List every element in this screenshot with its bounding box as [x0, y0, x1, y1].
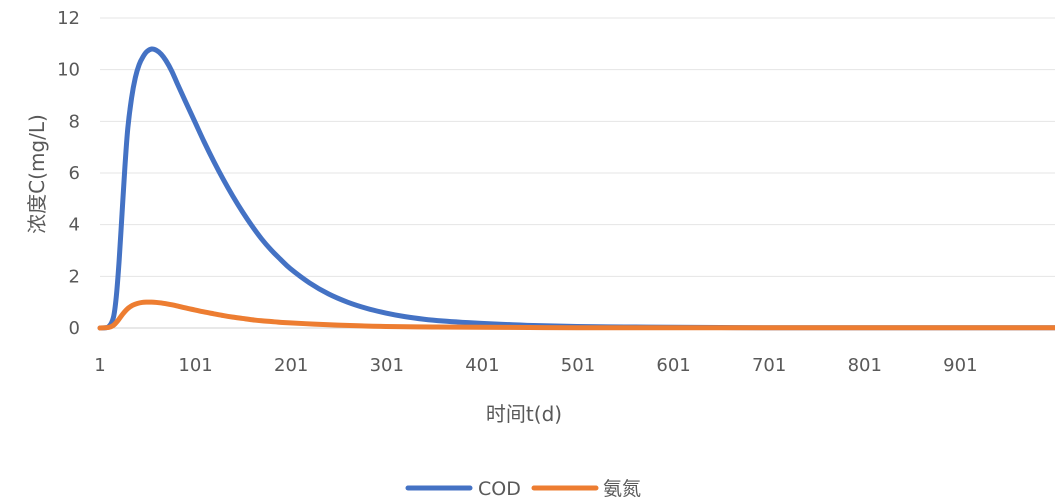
y-tick-label: 0 [69, 318, 80, 339]
x-tick-label: 801 [848, 355, 882, 376]
y-tick-label: 12 [57, 8, 80, 29]
legend: COD 氨氮 [405, 478, 641, 500]
x-tick-label: 601 [656, 355, 690, 376]
y-tick-label: 8 [69, 111, 80, 132]
x-tick-label: 401 [465, 355, 499, 376]
x-axis-title: 时间t(d) [486, 402, 562, 426]
legend-label-ammonia: 氨氮 [603, 478, 641, 500]
legend-label-cod: COD [478, 478, 521, 500]
y-tick-label: 6 [69, 163, 80, 184]
x-tick-label: 301 [370, 355, 404, 376]
y-tick-label: 2 [69, 266, 80, 287]
y-axis-title: 浓度C(mg/L) [25, 114, 49, 234]
x-tick-label: 101 [178, 355, 212, 376]
x-tick-label: 201 [274, 355, 308, 376]
x-axis-ticks: 1 101 201 301 401 501 601 701 801 901 [94, 355, 977, 376]
x-tick-label: 901 [943, 355, 977, 376]
plot-area [97, 46, 1055, 331]
gridlines [100, 17, 1055, 329]
y-tick-label: 4 [69, 215, 80, 236]
x-tick-label: 501 [561, 355, 595, 376]
series-line-ammonia [97, 299, 1055, 331]
x-tick-label: 701 [752, 355, 786, 376]
series-line-cod [97, 46, 1055, 331]
y-tick-label: 10 [57, 60, 80, 81]
x-tick-label: 1 [94, 355, 105, 376]
y-axis-ticks: 0 2 4 6 8 10 12 [57, 8, 80, 339]
